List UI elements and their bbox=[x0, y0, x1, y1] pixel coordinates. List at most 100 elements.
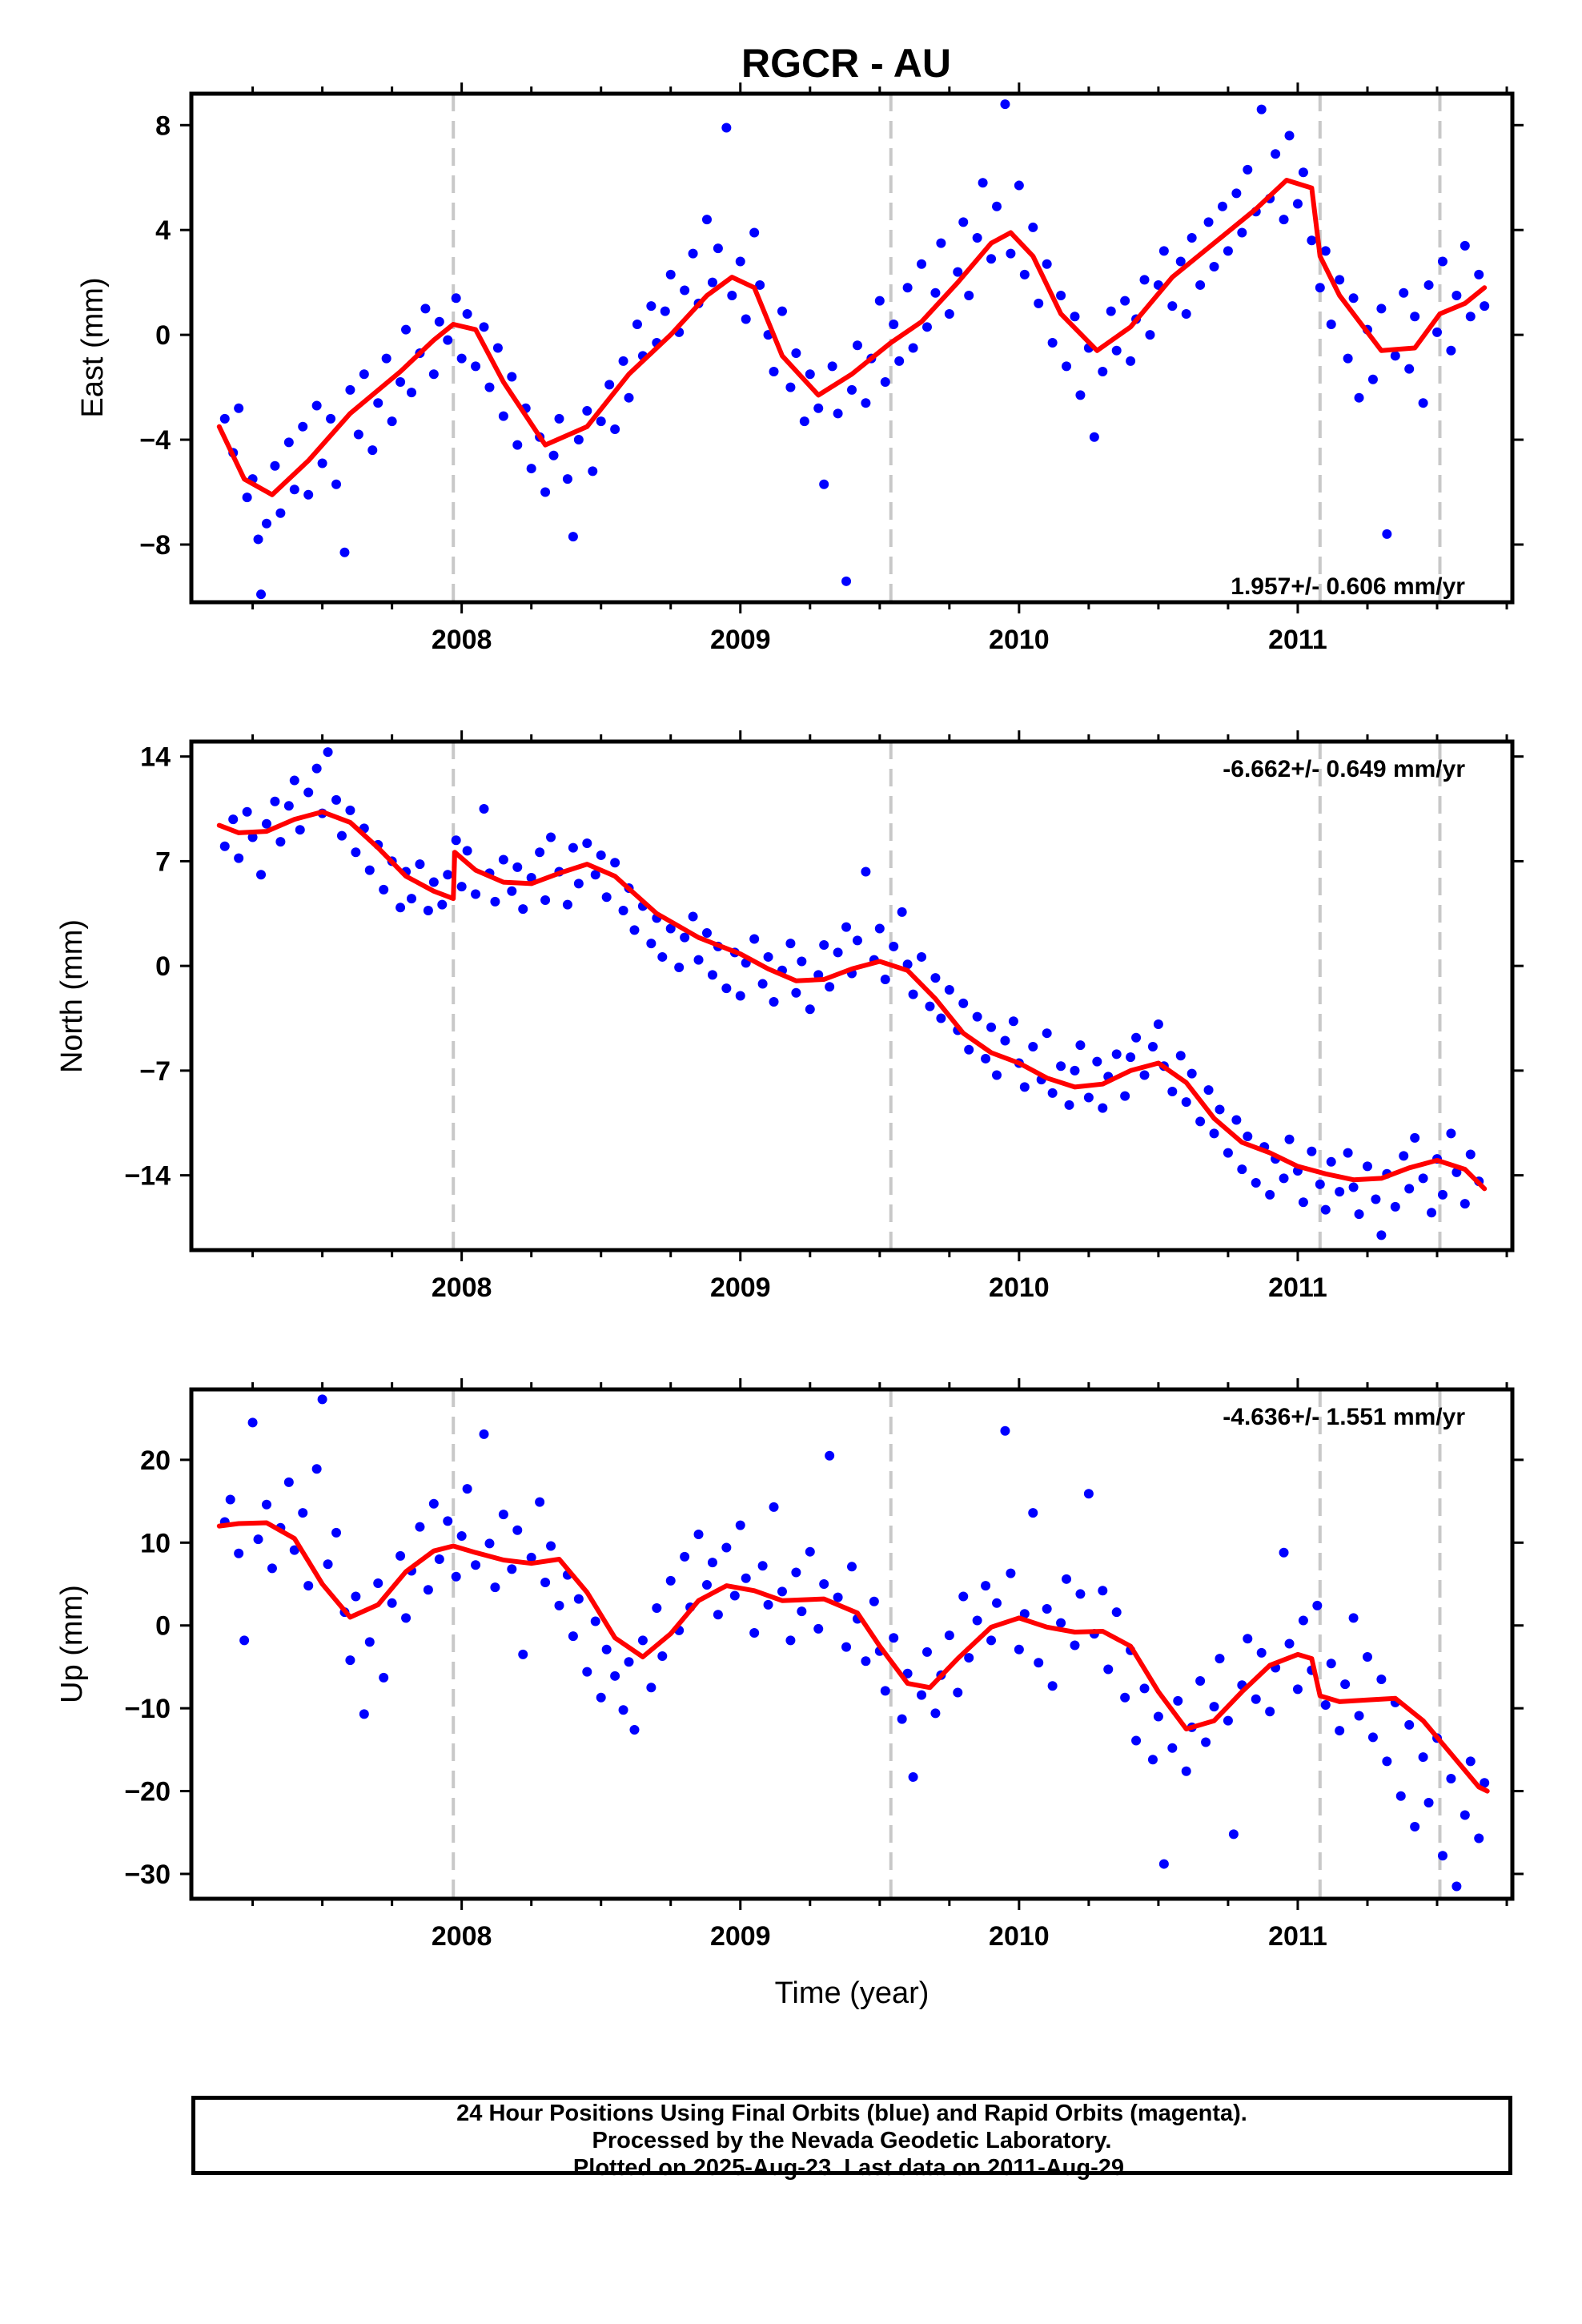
north-data-point bbox=[1131, 1032, 1142, 1043]
north-data-point bbox=[601, 892, 612, 903]
north-xtick-label: 2011 bbox=[1268, 1273, 1327, 1303]
x-axis-label: Time (year) bbox=[775, 1976, 930, 2010]
east-data-point bbox=[735, 256, 745, 267]
east-data-point bbox=[1343, 353, 1353, 364]
east-data-point bbox=[1284, 131, 1295, 141]
north-data-point bbox=[345, 805, 355, 815]
north-data-point bbox=[573, 879, 584, 889]
north-data-point bbox=[1139, 1070, 1150, 1080]
up-data-point bbox=[833, 1592, 843, 1602]
up-data-point bbox=[1404, 1719, 1415, 1730]
east-data-point bbox=[270, 460, 280, 471]
up-data-point bbox=[1335, 1726, 1345, 1736]
up-data-point bbox=[428, 1498, 439, 1509]
up-data-point bbox=[813, 1623, 824, 1634]
footer-line-2: Processed by the Nevada Geodetic Laborat… bbox=[592, 2128, 1112, 2153]
up-data-point bbox=[757, 1561, 768, 1571]
north-data-point bbox=[1215, 1104, 1225, 1115]
east-data-point bbox=[713, 243, 723, 254]
up-data-point bbox=[1376, 1674, 1387, 1684]
north-data-point bbox=[295, 825, 305, 835]
up-data-point bbox=[713, 1610, 723, 1620]
east-xtick-label: 2009 bbox=[710, 625, 771, 655]
east-data-point bbox=[339, 547, 350, 557]
north-data-point bbox=[1008, 1016, 1018, 1027]
east-data-point bbox=[1315, 283, 1325, 293]
east-data-point bbox=[1126, 356, 1136, 366]
east-xtick-label: 2011 bbox=[1268, 625, 1327, 655]
east-data-point bbox=[234, 403, 244, 413]
east-data-point bbox=[908, 343, 918, 353]
east-ytick-label: −4 bbox=[139, 425, 171, 456]
north-data-point bbox=[456, 882, 467, 892]
north-data-point bbox=[512, 862, 523, 872]
up-data-point bbox=[401, 1613, 412, 1623]
up-data-point bbox=[573, 1594, 584, 1604]
north-data-point bbox=[665, 923, 676, 934]
east-data-point bbox=[387, 416, 397, 427]
north-data-point bbox=[925, 1001, 935, 1011]
up-data-point bbox=[610, 1671, 620, 1681]
east-data-point bbox=[1181, 308, 1191, 319]
east-data-point bbox=[827, 361, 837, 372]
east-data-point bbox=[353, 429, 363, 440]
north-data-point bbox=[1460, 1199, 1470, 1209]
east-data-point bbox=[242, 493, 252, 503]
east-data-point bbox=[1203, 217, 1214, 227]
up-data-point bbox=[1223, 1715, 1233, 1726]
north-ylabel: North (mm) bbox=[55, 919, 89, 1073]
up-data-point bbox=[1075, 1589, 1086, 1599]
north-ytick-label: −14 bbox=[124, 1161, 171, 1192]
north-data-point bbox=[1427, 1208, 1437, 1218]
up-data-point bbox=[1111, 1607, 1122, 1618]
up-data-point bbox=[261, 1499, 271, 1510]
up-data-point bbox=[1465, 1756, 1476, 1767]
east-data-point bbox=[964, 291, 974, 301]
north-data-point bbox=[646, 939, 656, 949]
up-data-point bbox=[981, 1581, 991, 1591]
east-data-point bbox=[443, 335, 453, 345]
up-data-point bbox=[1014, 1644, 1024, 1655]
east-data-point bbox=[1292, 199, 1303, 209]
north-data-point bbox=[874, 923, 885, 934]
up-data-point bbox=[841, 1642, 852, 1652]
east-data-point bbox=[540, 487, 551, 497]
up-data-point bbox=[479, 1429, 489, 1439]
east-data-point bbox=[588, 466, 598, 476]
east-data-point bbox=[1243, 164, 1253, 175]
up-data-point bbox=[1028, 1508, 1038, 1518]
up-data-point bbox=[443, 1516, 453, 1526]
east-data-point bbox=[1367, 374, 1378, 384]
up-data-point bbox=[1423, 1798, 1434, 1808]
north-data-point bbox=[428, 877, 439, 887]
north-data-point bbox=[415, 859, 425, 870]
east-data-point bbox=[1047, 337, 1058, 348]
east-panel: −8 −4 0 4 8 2008 2009 2010 2011 East (mm) 1.957+/-… bbox=[76, 82, 1524, 655]
up-data-point bbox=[396, 1550, 406, 1561]
up-data-point bbox=[1209, 1702, 1219, 1712]
north-data-point bbox=[1452, 1167, 1462, 1177]
east-data-point bbox=[484, 382, 495, 392]
east-data-point bbox=[721, 123, 732, 133]
up-data-point bbox=[1418, 1752, 1428, 1763]
up-data-point bbox=[1083, 1489, 1094, 1499]
north-data-point bbox=[1175, 1051, 1186, 1061]
north-data-point bbox=[986, 1022, 997, 1032]
up-data-point bbox=[298, 1508, 308, 1518]
up-data-point bbox=[1312, 1600, 1323, 1610]
up-data-point bbox=[247, 1417, 258, 1428]
up-data-point bbox=[1265, 1707, 1275, 1717]
up-fit-curve bbox=[216, 1520, 1490, 1794]
east-data-point bbox=[889, 320, 899, 330]
east-data-point bbox=[596, 416, 606, 427]
north-data-point bbox=[992, 1070, 1002, 1080]
up-data-point bbox=[1320, 1700, 1331, 1711]
east-data-point bbox=[785, 382, 796, 392]
up-data-point bbox=[1284, 1638, 1295, 1649]
up-data-point bbox=[1000, 1425, 1010, 1436]
north-data-point bbox=[1000, 1035, 1010, 1046]
east-data-point bbox=[512, 440, 523, 450]
north-data-point bbox=[610, 858, 620, 868]
up-data-point bbox=[665, 1575, 676, 1586]
